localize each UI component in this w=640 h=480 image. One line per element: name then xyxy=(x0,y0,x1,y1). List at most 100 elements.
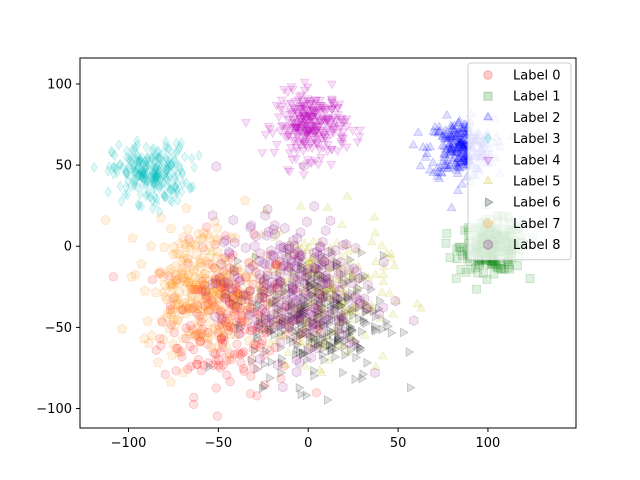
data-point xyxy=(227,300,237,310)
data-point xyxy=(231,286,241,297)
data-point xyxy=(138,179,147,191)
data-point xyxy=(352,293,362,305)
data-point xyxy=(189,278,201,289)
data-point xyxy=(281,252,292,264)
data-point xyxy=(183,258,193,268)
data-point xyxy=(305,338,316,347)
data-point xyxy=(231,304,241,314)
data-point xyxy=(278,315,288,326)
data-point xyxy=(161,168,169,180)
data-point xyxy=(142,174,151,186)
data-point xyxy=(314,300,324,312)
data-point xyxy=(280,222,290,234)
data-point xyxy=(254,315,265,326)
data-point xyxy=(176,268,187,278)
data-point xyxy=(185,321,195,331)
legend-label: Label 2 xyxy=(513,111,560,126)
data-point xyxy=(244,309,254,321)
data-point xyxy=(311,107,322,116)
data-point xyxy=(250,267,261,277)
data-point xyxy=(375,303,384,314)
data-point xyxy=(447,121,458,130)
data-point xyxy=(162,307,174,318)
data-point xyxy=(342,346,353,356)
data-point xyxy=(313,123,324,132)
data-point xyxy=(378,324,388,335)
data-point xyxy=(307,288,318,298)
data-point xyxy=(329,283,340,292)
data-point xyxy=(205,361,215,372)
data-point xyxy=(216,333,226,343)
data-point xyxy=(178,305,188,315)
data-point xyxy=(328,123,339,133)
data-point xyxy=(159,291,171,302)
data-point xyxy=(298,102,309,111)
data-point xyxy=(206,324,218,335)
data-point xyxy=(333,111,343,120)
data-point xyxy=(459,119,470,128)
data-point xyxy=(193,285,203,295)
data-point xyxy=(295,313,306,323)
data-point xyxy=(121,188,129,201)
data-point xyxy=(307,138,318,147)
data-point xyxy=(246,302,256,313)
data-point xyxy=(312,122,323,132)
data-point xyxy=(319,341,330,350)
data-point xyxy=(131,159,139,171)
data-point xyxy=(443,133,454,142)
data-point xyxy=(460,129,471,139)
data-point xyxy=(192,308,202,318)
data-point xyxy=(249,249,260,258)
data-point xyxy=(299,78,310,88)
data-point xyxy=(299,86,310,96)
data-point xyxy=(276,261,286,272)
data-point xyxy=(356,297,367,306)
data-point xyxy=(192,329,204,340)
data-point xyxy=(296,305,306,316)
data-point xyxy=(346,322,356,333)
data-point xyxy=(306,125,317,134)
data-point xyxy=(167,306,178,316)
data-point xyxy=(211,251,222,262)
data-point xyxy=(319,270,328,281)
data-point xyxy=(318,278,328,290)
data-point xyxy=(116,158,124,171)
data-point xyxy=(382,316,392,327)
data-point xyxy=(262,249,273,260)
data-point xyxy=(163,174,172,186)
data-point xyxy=(186,181,194,193)
data-point xyxy=(314,271,323,282)
data-point xyxy=(151,163,160,176)
data-point xyxy=(327,304,337,316)
data-point xyxy=(458,152,469,162)
data-point xyxy=(135,155,143,168)
data-point xyxy=(129,152,137,164)
data-point xyxy=(278,316,288,326)
data-point xyxy=(316,153,326,163)
data-point xyxy=(328,308,339,318)
data-point xyxy=(257,149,268,158)
data-point xyxy=(165,142,173,155)
data-point xyxy=(257,274,268,285)
data-point xyxy=(142,159,150,171)
data-point xyxy=(181,242,192,253)
data-point xyxy=(236,320,246,331)
data-point xyxy=(311,264,322,274)
data-point xyxy=(144,175,152,187)
x-tick-label: 0 xyxy=(304,436,312,451)
data-point xyxy=(332,103,343,113)
data-point xyxy=(173,299,184,310)
data-point xyxy=(232,300,244,311)
data-point xyxy=(164,323,175,333)
data-point xyxy=(441,238,451,248)
data-point xyxy=(173,186,181,198)
data-point xyxy=(358,373,368,384)
data-point xyxy=(155,168,163,180)
data-point xyxy=(236,303,246,314)
data-point xyxy=(268,317,278,328)
data-point xyxy=(139,167,148,180)
data-point xyxy=(348,335,359,345)
data-point xyxy=(171,247,182,258)
data-point xyxy=(324,309,335,320)
data-point xyxy=(324,273,334,285)
